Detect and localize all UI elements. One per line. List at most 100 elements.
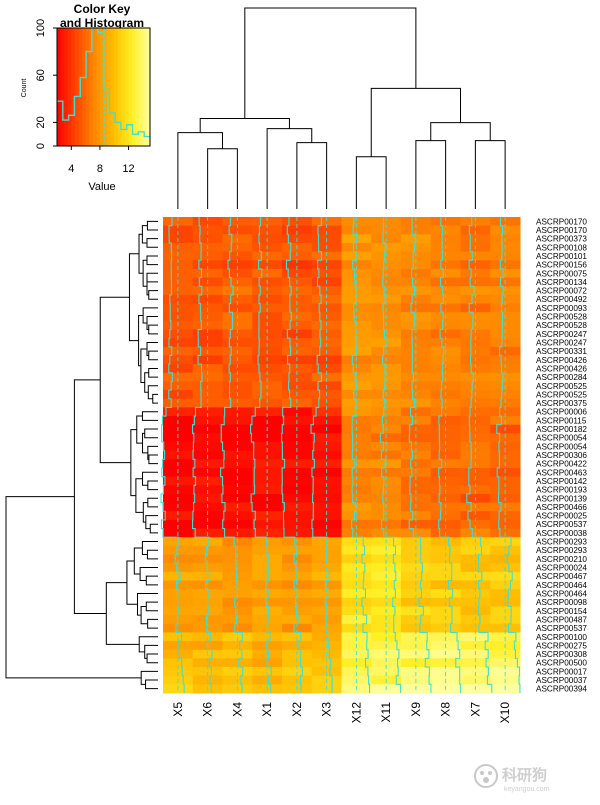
heatmap-cell xyxy=(371,364,402,374)
heatmap-cell xyxy=(222,251,253,261)
dendrogram-branch xyxy=(147,445,158,460)
heatmap-cell xyxy=(430,225,461,235)
heatmap-cell xyxy=(490,589,521,599)
heatmap-cell xyxy=(311,294,342,305)
heatmap-cell xyxy=(341,364,372,374)
key-gradient-step xyxy=(71,28,76,146)
heatmap-cell xyxy=(460,251,491,261)
column-label: X12 xyxy=(349,702,363,724)
column-label: X6 xyxy=(201,702,215,717)
row-labels: ASCRP00170ASCRP00170ASCRP00373ASCRP00108… xyxy=(536,217,587,693)
heatmap-cell xyxy=(371,372,402,382)
watermark-paw-icon xyxy=(474,764,498,788)
heatmap-cell xyxy=(460,442,491,452)
dendrogram-branch xyxy=(144,428,158,439)
heatmap-cell xyxy=(371,580,402,590)
heatmap-cell xyxy=(341,554,372,564)
row-label: ASCRP00528 xyxy=(536,321,587,330)
key-gradient-step xyxy=(117,28,122,146)
heatmap-cell xyxy=(401,667,432,677)
key-gradient-step xyxy=(107,28,112,146)
key-gradient-step xyxy=(114,28,119,146)
heatmap-cell xyxy=(282,580,313,590)
heatmap-cell xyxy=(371,511,402,521)
dendrogram-branch xyxy=(145,515,158,530)
heatmap-cell xyxy=(460,398,491,408)
trace-line xyxy=(160,217,185,693)
dendrogram-branch xyxy=(128,253,140,342)
watermark-logo: 科研狗 keyangou.com xyxy=(472,760,592,794)
heatmap-cell xyxy=(222,632,253,642)
dendrogram-branch xyxy=(147,497,158,508)
heatmap-cell xyxy=(341,589,372,599)
dendrogram-branch xyxy=(296,142,328,209)
heatmap-cell xyxy=(282,511,313,521)
heatmap-cell xyxy=(222,442,253,452)
row-label: ASCRP00156 xyxy=(536,261,587,270)
dendrogram-branch xyxy=(244,7,417,119)
heatmap-cell xyxy=(490,225,521,235)
heatmap-cell xyxy=(341,372,372,382)
heatmap-cell xyxy=(401,554,432,564)
heatmap-cell xyxy=(252,554,283,564)
row-label: ASCRP00025 xyxy=(536,512,587,521)
dendrogram-branch xyxy=(140,348,148,384)
heatmap-cell xyxy=(192,251,223,261)
heatmap-cell xyxy=(311,580,342,590)
row-label: ASCRP00072 xyxy=(536,287,587,296)
heatmap-cell xyxy=(252,407,283,417)
heatmap-cell xyxy=(222,329,253,339)
key-gradient-step xyxy=(89,28,94,146)
heatmap-cell xyxy=(371,225,402,235)
heatmap-cell xyxy=(430,260,461,270)
dendrogram-branch xyxy=(142,471,158,486)
dendrogram-branch xyxy=(148,324,158,335)
heatmap-cell xyxy=(371,217,402,227)
heatmap-cell xyxy=(163,260,194,270)
heatmap-cell xyxy=(222,623,253,633)
key-gradient-step xyxy=(135,28,140,146)
row-label: ASCRP00275 xyxy=(536,641,587,650)
heatmap-cell xyxy=(311,251,342,261)
heatmap-cell xyxy=(252,511,283,521)
heatmap-cell xyxy=(460,260,491,270)
heatmap-cell xyxy=(430,294,461,305)
dendrogram-branch xyxy=(140,670,158,685)
heatmap-cell xyxy=(252,476,283,486)
dendrogram-branch xyxy=(137,592,158,616)
row-label: ASCRP00500 xyxy=(536,659,587,668)
heatmap-cell xyxy=(341,511,372,521)
key-histogram-line xyxy=(57,27,150,138)
heatmap-cell xyxy=(371,554,402,564)
heatmap-cell xyxy=(252,338,283,348)
row-label: ASCRP00170 xyxy=(536,226,587,235)
dendrogram-branch xyxy=(474,140,506,209)
heatmap-cell xyxy=(371,589,402,599)
heatmap-cell xyxy=(371,260,402,270)
dendrogram-branch xyxy=(141,541,158,556)
heatmap-cell xyxy=(311,338,342,348)
row-label: ASCRP00154 xyxy=(536,607,587,616)
row-label: ASCRP00537 xyxy=(536,520,587,529)
heatmap-cell xyxy=(222,580,253,590)
column-label: X5 xyxy=(171,702,185,717)
row-label: ASCRP00210 xyxy=(536,555,587,564)
row-label: ASCRP00525 xyxy=(536,382,587,391)
row-label: ASCRP00142 xyxy=(536,477,587,486)
heatmap-cell xyxy=(341,225,372,235)
trace-line xyxy=(408,217,432,693)
heatmap-cell xyxy=(192,338,223,348)
row-label: ASCRP00528 xyxy=(536,313,587,322)
heatmap-cell xyxy=(341,485,372,495)
heatmap-cell xyxy=(192,485,223,495)
heatmap-cell xyxy=(252,364,283,374)
key-gradient-step xyxy=(57,28,62,146)
heatmap-cell xyxy=(252,485,283,495)
color-key: Color Key and Histogram 4 8 12 0 20 60 100 Val… xyxy=(21,2,151,193)
heatmap-cell xyxy=(282,554,313,564)
row-label: ASCRP00422 xyxy=(536,460,587,469)
row-label: ASCRP00464 xyxy=(536,581,587,590)
row-label: ASCRP00394 xyxy=(536,685,587,694)
heatmap-cell xyxy=(311,329,342,339)
dendrogram-branch xyxy=(148,454,158,465)
